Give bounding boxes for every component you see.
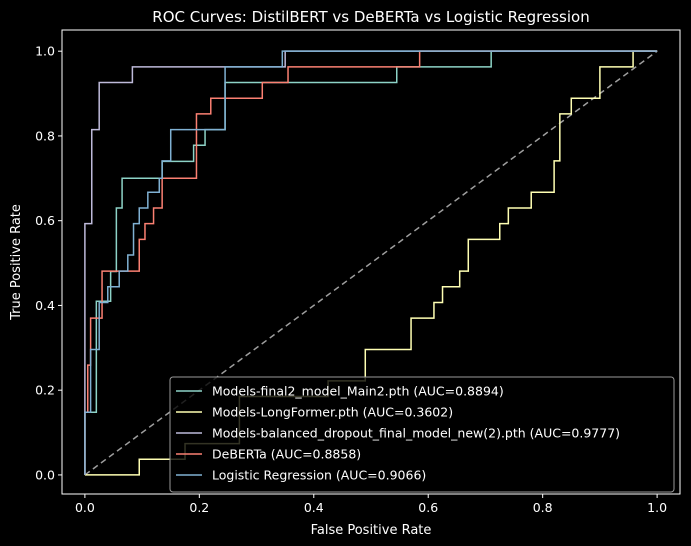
- legend-entry-label: Models-LongFormer.pth (AUC=0.3602): [212, 405, 453, 420]
- x-tick-label: 0.0: [75, 500, 95, 515]
- roc-curve-series-5: [84, 50, 658, 475]
- y-tick-label: 0.2: [35, 383, 55, 398]
- y-axis-ticks: 0.0 0.2 0.4 0.6 0.8 1.0: [35, 44, 62, 482]
- legend-entry-label: Models-balanced_dropout_final_model_new(…: [212, 426, 620, 441]
- x-tick-label: 0.8: [533, 500, 553, 515]
- y-axis-label: True Positive Rate: [9, 204, 24, 321]
- y-tick-label: 0.0: [35, 467, 55, 482]
- legend-entry-label: DeBERTa (AUC=0.8858): [212, 447, 361, 462]
- y-tick-label: 0.6: [35, 213, 55, 228]
- y-tick-label: 1.0: [35, 44, 55, 59]
- x-tick-label: 0.2: [189, 500, 209, 515]
- legend-box: [169, 376, 675, 493]
- legend-entry-label: Logistic Regression (AUC=0.9066): [212, 468, 426, 483]
- roc-curve-series-3: [84, 50, 658, 475]
- x-tick-label: 0.4: [304, 500, 324, 515]
- x-tick-label: 0.6: [418, 500, 438, 515]
- x-axis-label: False Positive Rate: [311, 523, 432, 538]
- legend-entry-label: Models-final2_model_Main2.pth (AUC=0.889…: [212, 384, 504, 399]
- x-tick-label: 1.0: [647, 500, 667, 515]
- axes-frame: [61, 29, 681, 495]
- chart-title: ROC Curves: DistilBERT vs DeBERTa vs Log…: [152, 8, 589, 26]
- y-tick-label: 0.8: [35, 128, 55, 143]
- diagonal-reference-line: [84, 50, 658, 476]
- y-tick-label: 0.4: [35, 298, 55, 313]
- x-axis-ticks: 0.0 0.2 0.4 0.6 0.8 1.0: [75, 494, 667, 515]
- legend: Models-final2_model_Main2.pth (AUC=0.889…: [169, 376, 675, 493]
